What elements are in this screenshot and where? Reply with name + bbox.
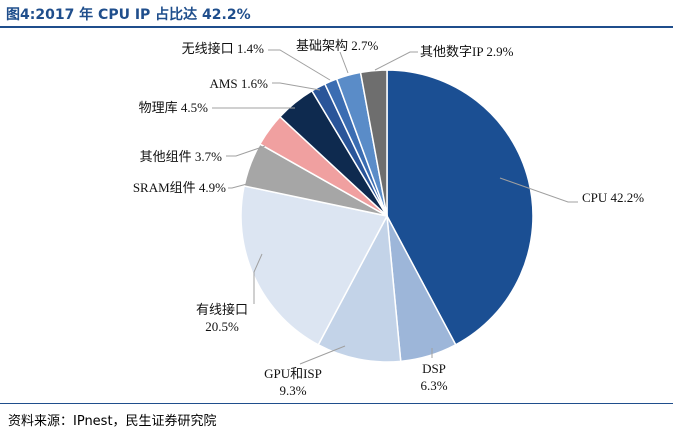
leader-line-4 <box>253 253 263 304</box>
slice-label-6: 其他组件 3.7% <box>140 149 223 164</box>
slice-label-4: 有线接口 20.5% <box>196 302 248 334</box>
slice-label-name: DSP <box>422 361 446 376</box>
slice-label-7: 物理库 4.5% <box>139 100 209 115</box>
slice-label-value: 9.3% <box>279 383 306 398</box>
slice-label-5: SRAM组件 4.9% <box>133 180 226 195</box>
pie-slices <box>240 69 534 363</box>
leader-lines <box>212 49 578 365</box>
slice-label-8: AMS 1.6% <box>209 76 268 91</box>
leader-line-9 <box>268 49 331 81</box>
leader-line-6 <box>226 145 266 157</box>
slice-label-9: 无线接口 1.4% <box>182 41 265 56</box>
leader-line-8 <box>272 82 321 91</box>
pie-slice-11 <box>359 69 388 217</box>
leader-line-10 <box>339 51 349 74</box>
pie-chart: CPU 42.2% DSP 6.3% GPU和ISP 9.3% 有线接口 20.5% SRAM… <box>133 38 644 398</box>
slice-label-10: 基础架构 2.7% <box>296 38 379 53</box>
slice-label-1: CPU 42.2% <box>582 190 644 205</box>
slice-label-11: 其他数字IP 2.9% <box>420 44 514 59</box>
slice-labels: CPU 42.2% DSP 6.3% GPU和ISP 9.3% 有线接口 20.5% SRAM… <box>133 38 644 398</box>
slice-label-value: 6.3% <box>420 378 447 393</box>
pie-slice-4 <box>240 185 389 346</box>
pie-slice-3 <box>317 213 402 363</box>
slice-label-value: 20.5% <box>205 319 239 334</box>
title-rule <box>0 26 673 28</box>
leader-line-3 <box>299 345 346 365</box>
leader-line-1 <box>499 177 578 203</box>
slice-label-2: DSP 6.3% <box>420 361 447 393</box>
pie-slice-1 <box>386 69 534 346</box>
figure-title: 图4:2017 年 CPU IP 占比达 42.2% <box>6 7 251 23</box>
source-note: 资料来源：IPnest，民生证券研究院 <box>8 414 217 429</box>
slice-label-name: 有线接口 <box>196 302 248 317</box>
slice-label-3: GPU和ISP 9.3% <box>264 366 322 398</box>
slice-label-name: GPU和ISP <box>264 366 322 381</box>
leader-line-5 <box>228 183 248 189</box>
leader-line-11 <box>374 51 418 71</box>
source-rule <box>0 403 673 404</box>
